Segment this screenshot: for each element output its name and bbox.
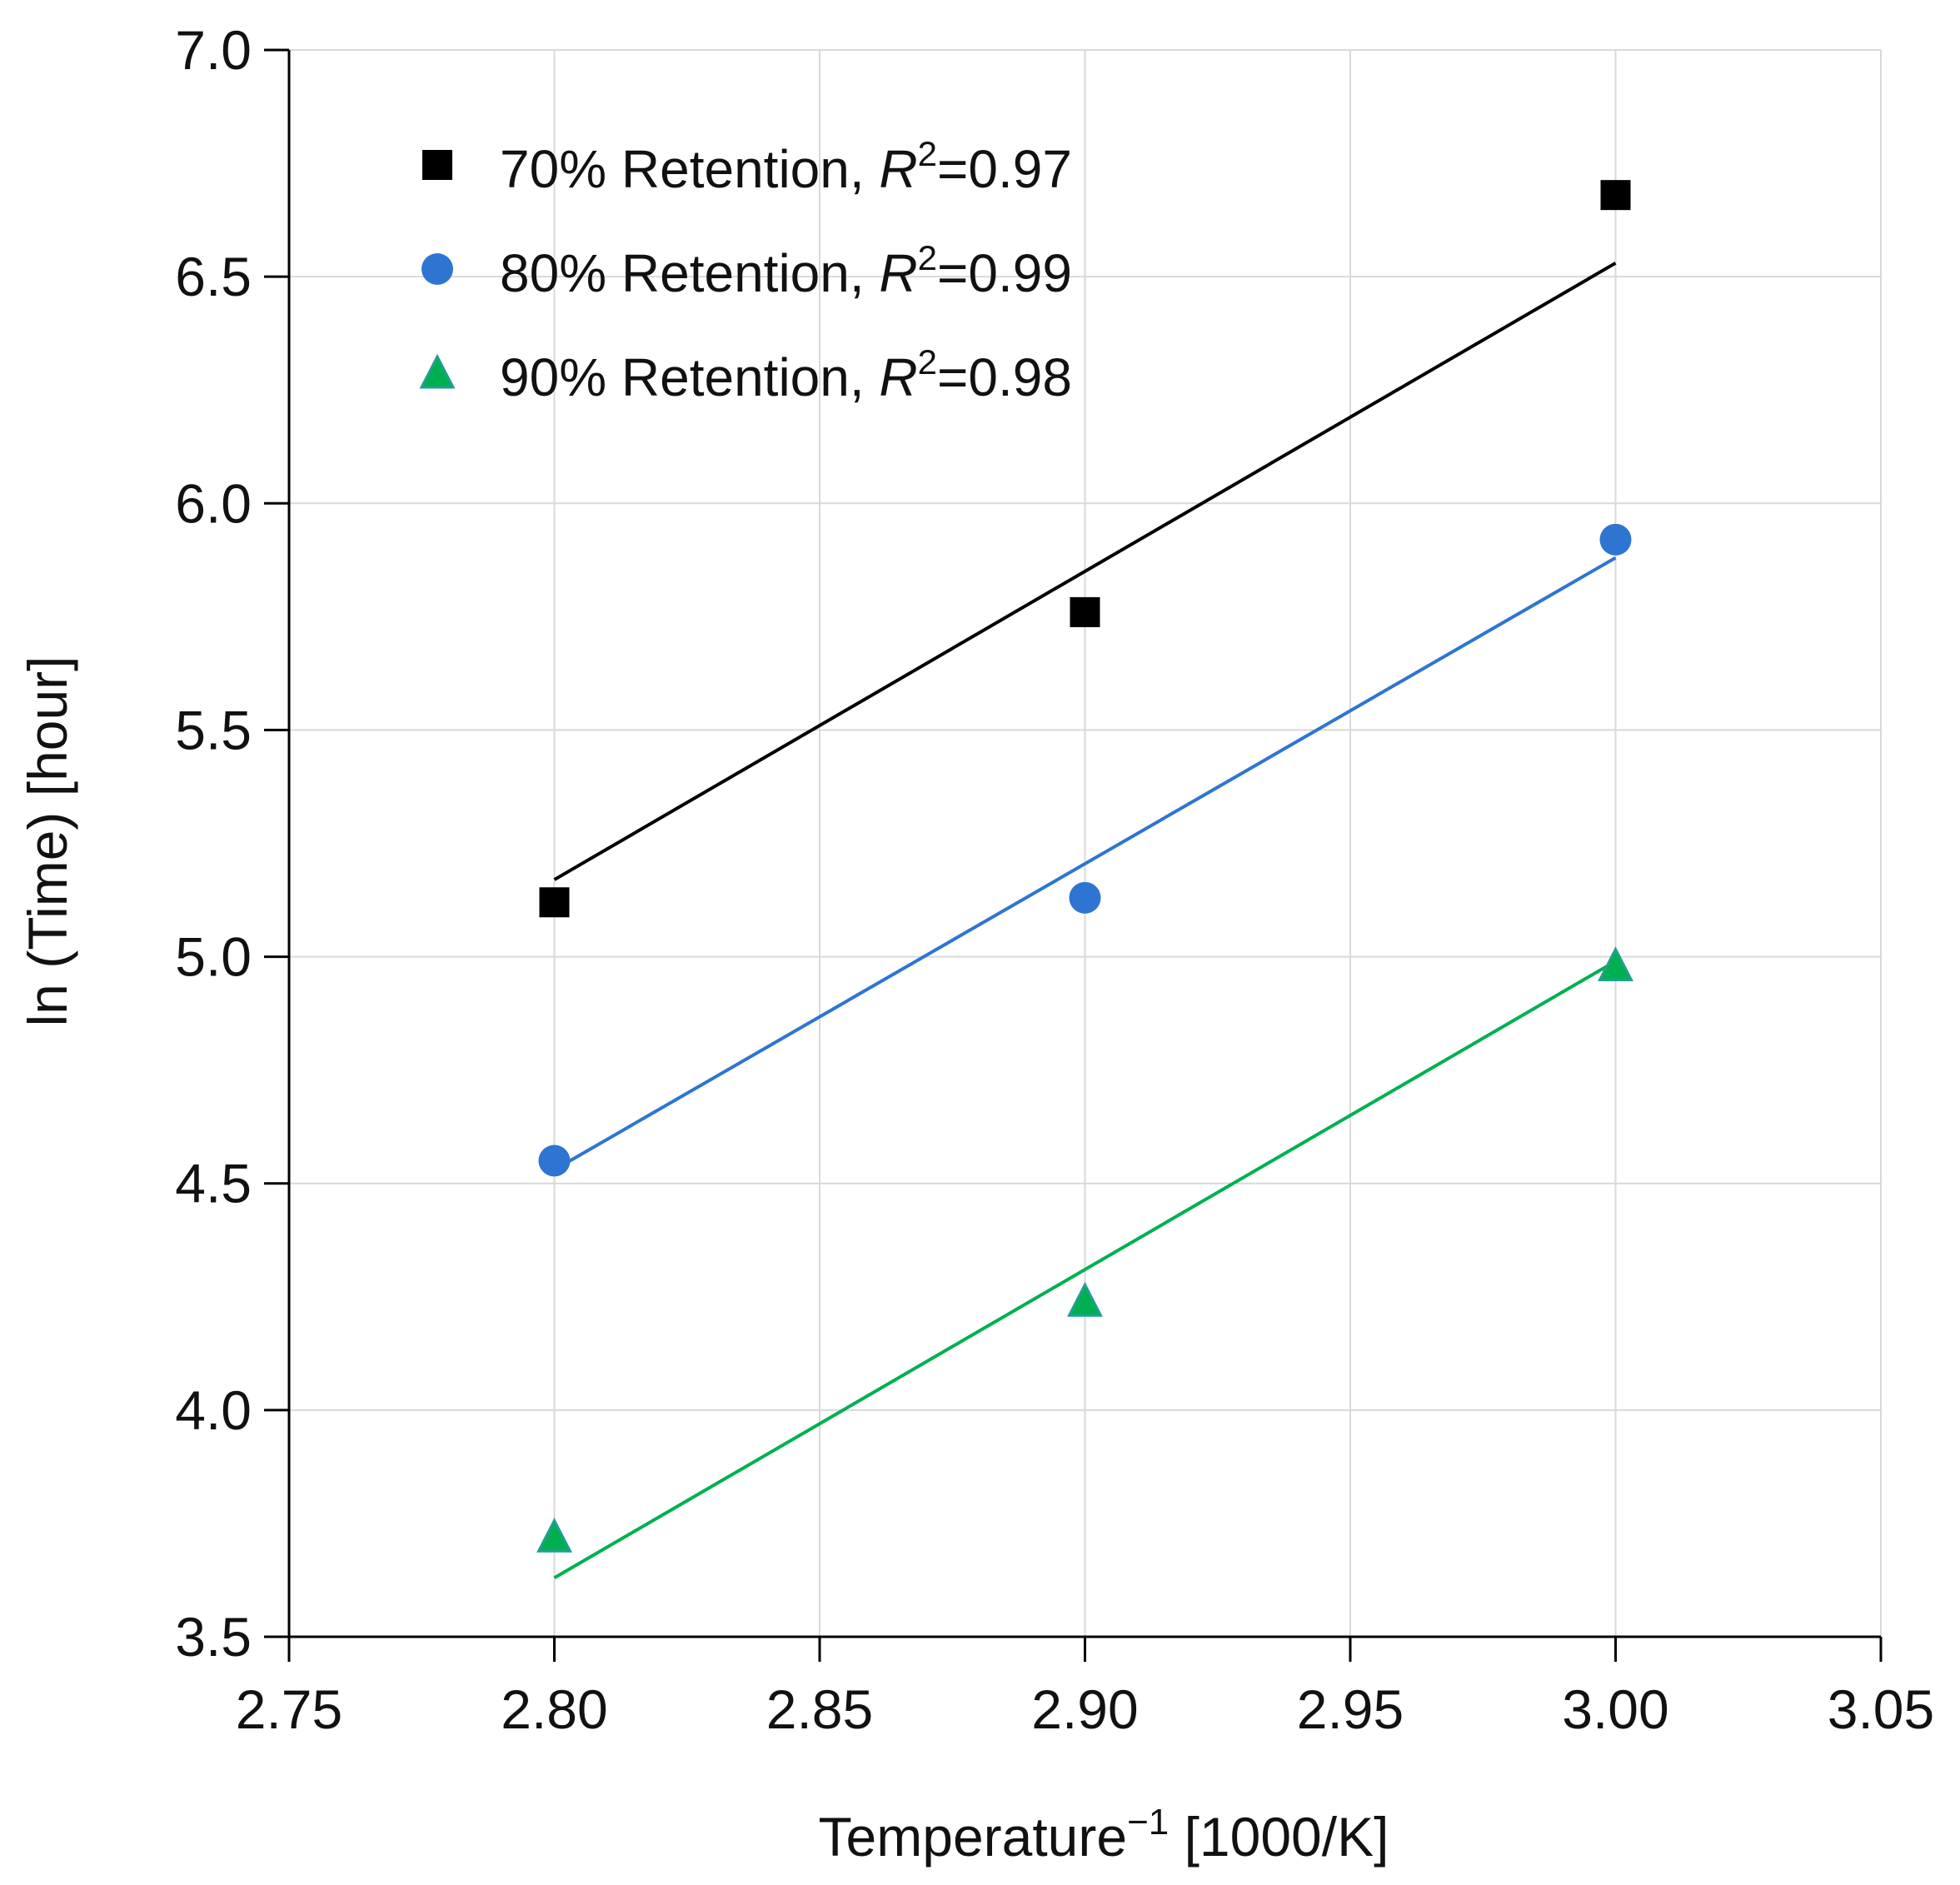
legend-marker-circle <box>421 253 453 285</box>
x-axis-title-unit: [1000/K] <box>1169 1806 1389 1868</box>
data-point-circle <box>538 1144 571 1177</box>
axes: 3.5 4.0 4.5 5.0 5.5 6.0 6.5 7.0 2.75 2.80 2.85 2.90… <box>175 19 1934 1740</box>
legend-series-label: 80% Retention, <box>500 243 879 303</box>
legend-series-label: 70% Retention, <box>500 139 879 199</box>
legend-r-superscript: 2 <box>918 342 937 381</box>
legend-r-value: =0.98 <box>937 347 1072 407</box>
data-point-square <box>539 887 570 918</box>
legend-entry-triangle: 90% Retention, R2=0.98 <box>500 342 1072 407</box>
axis-titles: Temperature−1 [1000/K] ln (Time) [hour] <box>17 656 1389 1868</box>
data-point-circle <box>1069 881 1101 914</box>
x-tick-label: 2.75 <box>236 1678 342 1740</box>
data-point-triangle <box>536 1517 572 1553</box>
data-point-triangle <box>1598 946 1633 981</box>
legend-r-value: =0.97 <box>937 139 1072 199</box>
data-point-triangle <box>1067 1281 1103 1317</box>
x-tick-label: 2.95 <box>1297 1678 1404 1740</box>
y-axis-title: ln (Time) [hour] <box>17 656 78 1027</box>
legend-r-symbol: R <box>879 139 917 199</box>
x-tick-label: 2.80 <box>501 1678 607 1740</box>
legend-r-symbol: R <box>879 243 917 303</box>
y-tick-label: 6.5 <box>175 246 252 307</box>
data-points <box>536 180 1633 1553</box>
y-tick-label: 3.5 <box>175 1606 252 1668</box>
legend-r-symbol: R <box>879 347 917 407</box>
fit-lines <box>553 262 1617 1579</box>
legend-entry-circle: 80% Retention, R2=0.99 <box>500 238 1072 303</box>
legend-r-superscript: 2 <box>918 238 937 277</box>
data-point-circle <box>1599 523 1632 556</box>
grid <box>289 49 1882 1637</box>
y-tick-label: 7.0 <box>175 19 252 81</box>
x-axis-title-superscript: −1 <box>1127 1802 1169 1843</box>
fit-line-triangle <box>553 960 1617 1579</box>
legend-r-value: =0.99 <box>937 243 1072 303</box>
fit-line-circle <box>553 556 1617 1172</box>
legend-r-superscript: 2 <box>918 134 937 173</box>
x-axis-title-main: Temperature <box>819 1806 1128 1868</box>
legend-series-label: 90% Retention, <box>500 347 879 407</box>
x-tick-label: 3.05 <box>1828 1678 1934 1740</box>
x-tick-label: 2.85 <box>766 1678 873 1740</box>
x-axis-title: Temperature−1 [1000/K] <box>819 1802 1389 1868</box>
y-tick-label: 6.0 <box>175 472 252 534</box>
y-tick-label: 4.0 <box>175 1379 252 1441</box>
legend-marker-square <box>422 150 452 180</box>
y-tick-label: 5.0 <box>175 926 252 988</box>
data-point-square <box>1600 180 1631 211</box>
x-tick-label: 3.00 <box>1562 1678 1668 1740</box>
y-tick-label: 5.5 <box>175 699 252 760</box>
data-point-square <box>1070 596 1100 627</box>
legend-marker-triangle <box>419 353 456 389</box>
fit-line-square <box>553 262 1617 881</box>
x-tick-label: 2.90 <box>1031 1678 1138 1740</box>
legend-entry-square: 70% Retention, R2=0.97 <box>500 134 1072 199</box>
y-tick-label: 4.5 <box>175 1153 252 1214</box>
